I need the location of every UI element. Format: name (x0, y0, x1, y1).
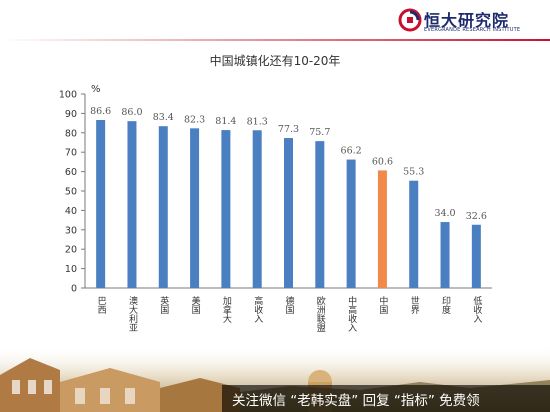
y-axis-unit: % (91, 84, 101, 95)
promo-banner (222, 385, 550, 412)
data-label: 55.3 (403, 167, 424, 178)
y-tick-label: 30 (65, 225, 77, 236)
bar (158, 126, 168, 288)
x-tick-label: 欧洲联盟 (315, 295, 326, 332)
x-tick-label: 低收入 (471, 295, 482, 323)
y-tick-label: 20 (65, 245, 77, 256)
data-label: 86.6 (90, 106, 111, 117)
y-tick-label: 10 (65, 264, 77, 275)
y-tick-label: 40 (65, 206, 77, 217)
y-tick-label: 80 (65, 128, 77, 139)
y-tick-label: 70 (65, 148, 77, 159)
x-tick-label: 加拿大 (221, 296, 232, 324)
bar (315, 141, 325, 288)
x-tick-label: 中高收入 (346, 295, 357, 332)
header-divider (0, 39, 550, 41)
data-label: 34.0 (434, 208, 455, 219)
x-tick-label: 英国 (158, 295, 169, 315)
bar (127, 121, 137, 288)
data-label: 83.4 (153, 112, 174, 123)
y-tick-label: 0 (71, 284, 77, 295)
data-label: 60.6 (372, 156, 393, 167)
x-tick-label: 印度 (440, 295, 451, 315)
data-label: 86.0 (121, 107, 142, 118)
bar (221, 130, 231, 288)
x-axis-labels: 巴西 澳大利亚 英国 美国 加拿大 高收入 德国 欧洲联盟 中高收入 中国 世界 印度 低收入 (96, 295, 482, 332)
promo-banner-text: 关注微信 “老韩实盘” 回复 “指标” 免费领 (232, 393, 480, 409)
x-tick-label: 澳大利亚 (127, 295, 138, 332)
x-tick-label: 世界 (409, 295, 420, 315)
bar (409, 180, 419, 288)
evergrande-logo-icon (398, 8, 422, 32)
data-label: 81.4 (215, 116, 236, 127)
x-tick-label: 中国 (377, 295, 388, 315)
data-label: 66.2 (341, 146, 362, 157)
data-label: 32.6 (466, 211, 487, 222)
y-tick-label: 100 (59, 90, 77, 101)
chart-title: 中国城镇化还有10-20年 (209, 54, 341, 68)
bars (96, 119, 481, 288)
bar (471, 224, 481, 288)
bar (284, 138, 293, 288)
bar (346, 159, 356, 288)
y-axis: 0 10 20 30 40 50 60 70 80 90 100% (59, 84, 492, 295)
bar (96, 119, 106, 288)
logo-subtext: EVERGRANDE RESEARCH INSTITUTE (424, 27, 521, 33)
x-tick-label: 美国 (190, 295, 201, 315)
x-tick-label: 巴西 (96, 296, 107, 315)
value-labels: 86.6 86.0 83.4 82.3 81.4 81.3 77.3 75.7 66.2 60.6… (90, 106, 487, 222)
y-tick-label: 50 (65, 187, 77, 198)
data-label: 75.7 (309, 127, 330, 138)
x-tick-label: 德国 (284, 295, 295, 315)
logo-text: 恒大研究院 (424, 11, 510, 30)
data-label: 82.3 (184, 114, 205, 125)
x-tick-label: 高收入 (252, 295, 263, 323)
bar (440, 222, 450, 288)
y-tick-label: 90 (65, 109, 77, 120)
y-tick-label: 60 (65, 167, 77, 178)
bar (252, 130, 262, 288)
data-label: 81.3 (247, 116, 268, 127)
bar (377, 170, 387, 288)
bar (190, 128, 200, 288)
logo: 恒大研究院 EVERGRANDE RESEARCH INSTITUTE (398, 6, 538, 36)
data-label: 77.3 (278, 124, 299, 135)
